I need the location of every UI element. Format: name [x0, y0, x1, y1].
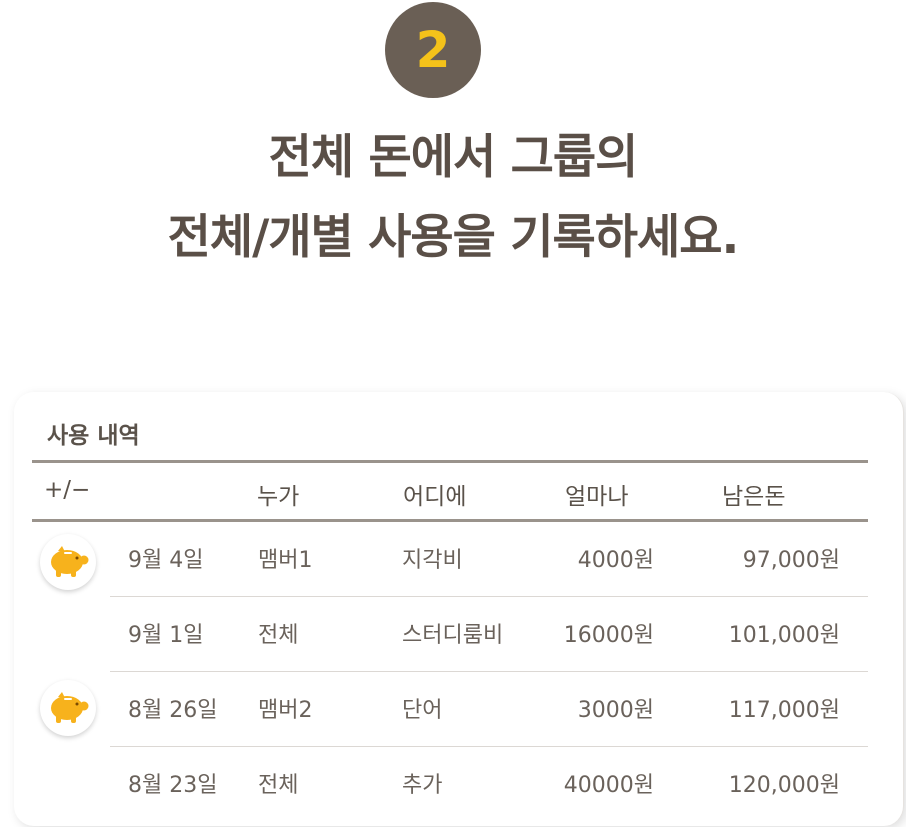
table-row[interactable]: 8월 23일 전체 추가 40000원 120,000원: [110, 747, 868, 822]
row-balance: 117,000원: [728, 698, 840, 723]
row-amount: 40000원: [563, 773, 654, 798]
row-balance: 120,000원: [728, 773, 840, 798]
headline-line-1: 전체 돈에서 그룹의: [268, 130, 639, 185]
headline: 전체 돈에서 그룹의 전체/개별 사용을 기록하세요.: [0, 118, 906, 278]
table-row[interactable]: 9월 1일 전체 스터디룸비 16000원 101,000원: [110, 597, 868, 672]
column-balance: 남은돈: [722, 484, 786, 510]
table-row[interactable]: 8월 26일 맴버2 단어 3000원 117,000원: [110, 672, 868, 747]
row-who: 맴버2: [258, 698, 313, 723]
card-title: 사용 내역: [47, 423, 140, 449]
piggy-bank-icon: [40, 680, 96, 736]
row-who: 전체: [258, 623, 299, 648]
row-balance: 101,000원: [728, 623, 840, 648]
column-who: 누가: [257, 484, 300, 510]
row-date: 9월 4일: [128, 548, 204, 573]
table-header: +/− 누가 어디에 얼마나 남은돈: [32, 460, 868, 522]
row-date: 8월 23일: [128, 773, 218, 798]
column-type: +/−: [44, 477, 91, 503]
row-where: 지각비: [402, 548, 463, 573]
row-where: 스터디룸비: [402, 623, 504, 648]
piggy-bank-icon: [40, 534, 96, 590]
row-date: 9월 1일: [128, 623, 204, 648]
table-row[interactable]: 9월 4일 맴버1 지각비 4000원 97,000원: [110, 522, 868, 597]
column-amount: 얼마나: [565, 484, 629, 510]
row-amount: 4000원: [577, 548, 654, 573]
row-date: 8월 26일: [128, 698, 218, 723]
row-where: 추가: [402, 773, 443, 798]
step-badge: 2: [385, 2, 481, 98]
row-balance: 97,000원: [742, 548, 840, 573]
column-where: 어디에: [403, 484, 467, 510]
headline-line-2: 전체/개별 사용을 기록하세요.: [167, 210, 740, 265]
step-number: 2: [415, 21, 451, 79]
row-who: 전체: [258, 773, 299, 798]
row-where: 단어: [402, 698, 443, 723]
row-who: 맴버1: [258, 548, 313, 573]
row-amount: 3000원: [577, 698, 654, 723]
row-amount: 16000원: [563, 623, 654, 648]
usage-history-card: 사용 내역 +/− 누가 어디에 얼마나 남은돈 9월 4일 맴버1 지각비: [14, 392, 904, 826]
